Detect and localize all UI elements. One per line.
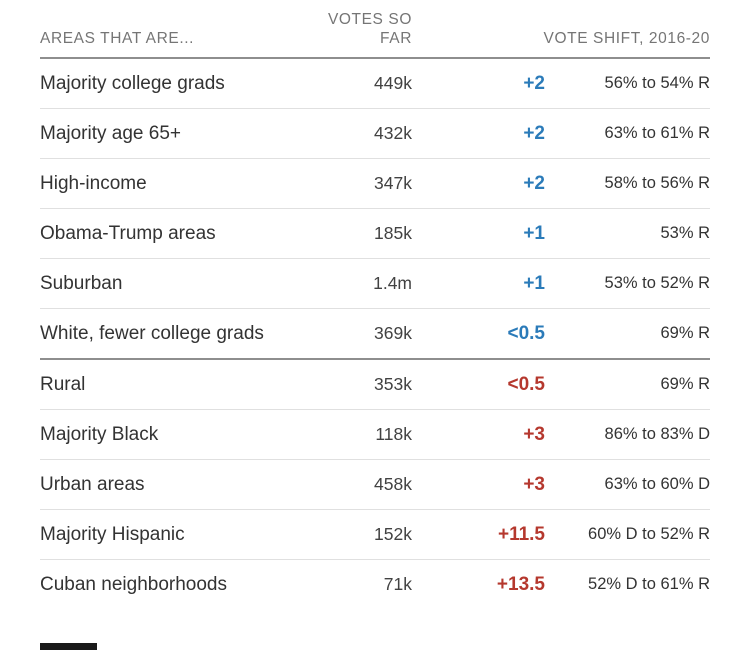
row-vote-shift: +3 [523,474,545,495]
row-area-label: White, fewer college grads [40,323,264,344]
row-vote-share: 63% to 61% R [604,124,710,142]
row-area-label: Majority Hispanic [40,524,185,545]
row-vote-shift: +2 [523,173,545,194]
column-header-votes-line2: FAR [380,30,412,47]
row-votes-so-far: 118k [375,424,412,444]
row-vote-shift: +13.5 [496,574,545,595]
row-votes-so-far: 1.4m [373,273,412,293]
table-row: Suburban 1.4m +1 53% to 52% R [40,259,710,309]
row-votes-so-far: 432k [374,123,412,143]
table-row: Majority Hispanic 152k +11.5 60% D to 52% R [40,510,710,560]
vote-shift-table: AREAS THAT ARE... VOTES SO FAR VOTE SHIF… [40,10,710,609]
column-header-votes-line1: VOTES SO [327,11,412,28]
row-vote-shift: +2 [523,123,545,144]
row-votes-so-far: 71k [383,574,412,594]
end-of-table-rule [40,643,97,650]
table-row: Cuban neighborhoods 71k +13.5 52% D to 61% … [40,560,710,609]
row-vote-shift: +1 [523,223,545,244]
row-votes-so-far: 458k [374,474,412,494]
table-body: Majority college grads 449k +2 56% to 54% R… [40,59,710,609]
row-area-label: Cuban neighborhoods [40,574,227,595]
row-votes-so-far: 353k [374,374,412,394]
table-row: Majority college grads 449k +2 56% to 54% R [40,59,710,109]
row-votes-so-far: 185k [374,223,412,243]
table-row: High-income 347k +2 58% to 56% R [40,159,710,209]
row-vote-share: 69% R [660,324,710,342]
row-vote-shift: +11.5 [497,524,545,545]
row-vote-shift: <0.5 [507,374,545,395]
table-row: Obama-Trump areas 185k +1 53% R [40,209,710,259]
row-vote-share: 69% R [660,375,710,393]
column-header-areas: AREAS THAT ARE... [40,30,195,47]
row-area-label: Majority college grads [40,73,225,94]
table-row: Urban areas 458k +3 63% to 60% D [40,460,710,510]
column-header-vote-shift: VOTE SHIFT, 2016-20 [543,30,710,47]
row-area-label: High-income [40,173,147,194]
row-area-label: Majority Black [40,424,159,445]
row-vote-share: 53% to 52% R [604,274,710,292]
row-vote-shift: +1 [523,273,545,294]
row-votes-so-far: 369k [374,323,412,343]
row-area-label: Rural [40,374,86,395]
table-row: Rural 353k <0.5 69% R [40,360,710,410]
row-vote-share: 63% to 60% D [604,475,710,493]
row-vote-share: 58% to 56% R [604,174,710,192]
column-header-votes: VOTES SO FAR [312,10,412,48]
row-area-label: Suburban [40,273,123,294]
row-vote-shift: +2 [523,73,545,94]
row-votes-so-far: 152k [374,524,412,544]
table-header: AREAS THAT ARE... VOTES SO FAR VOTE SHIF… [40,10,710,59]
row-vote-share: 86% to 83% D [604,425,710,443]
table-row: White, fewer college grads 369k <0.5 69% R [40,309,710,360]
row-area-label: Majority age 65+ [40,123,181,144]
row-votes-so-far: 347k [374,173,412,193]
row-area-label: Obama-Trump areas [40,223,216,244]
table-row: Majority age 65+ 432k +2 63% to 61% R [40,109,710,159]
row-vote-shift: +3 [523,424,545,445]
row-vote-shift: <0.5 [507,323,545,344]
row-vote-share: 56% to 54% R [604,74,710,92]
row-vote-share: 53% R [660,224,710,242]
row-area-label: Urban areas [40,474,145,495]
row-votes-so-far: 449k [374,73,412,93]
row-vote-share: 60% D to 52% R [588,525,710,543]
table-row: Majority Black 118k +3 86% to 83% D [40,410,710,460]
row-vote-share: 52% D to 61% R [588,575,710,593]
